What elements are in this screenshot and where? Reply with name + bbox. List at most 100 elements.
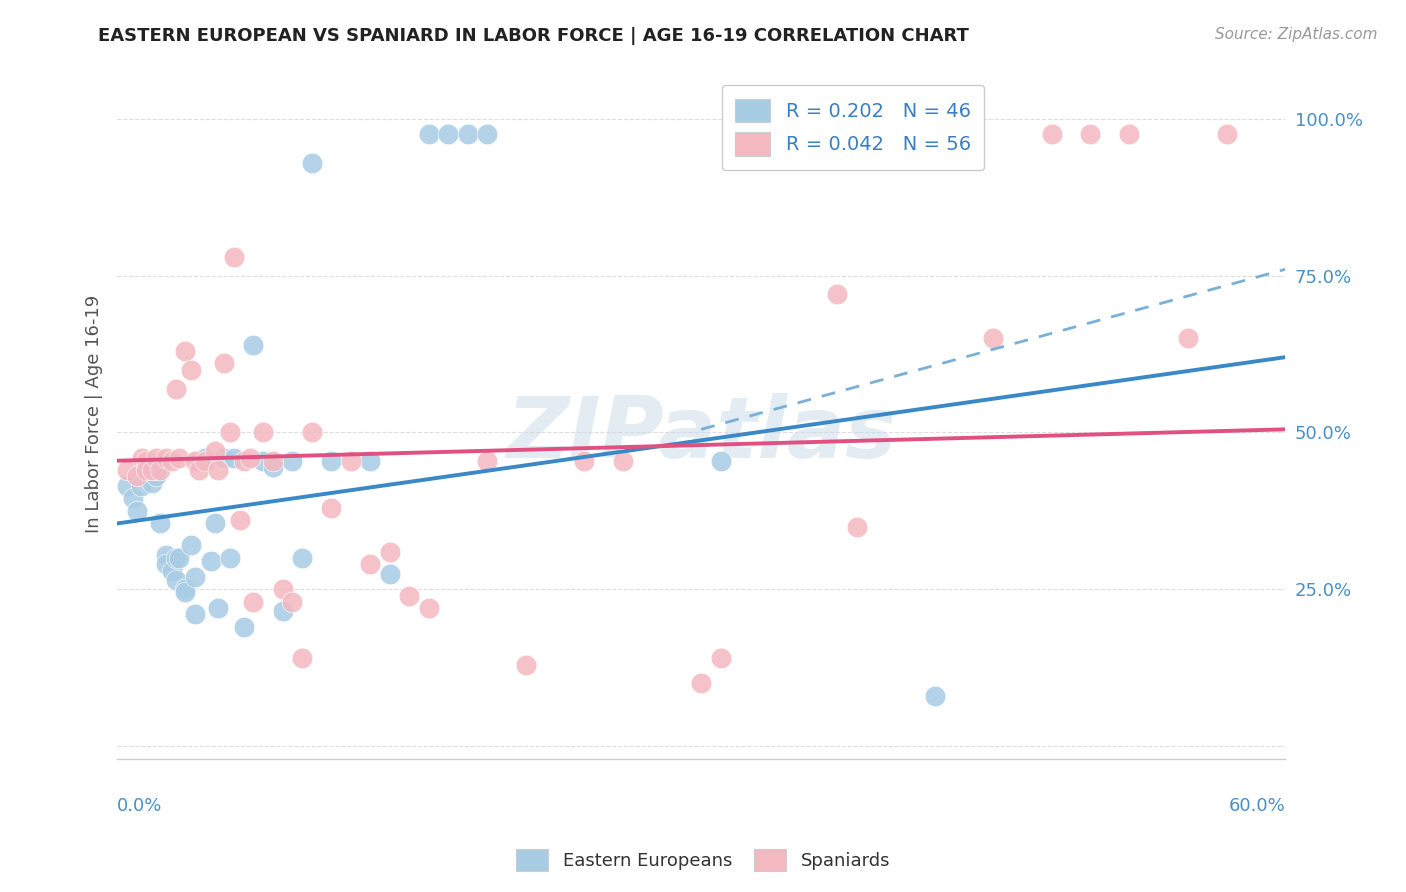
Point [219, 551, 242, 566]
Point [242, 337, 264, 351]
Point [125, 469, 148, 483]
Point [475, 128, 498, 142]
Point [141, 463, 163, 477]
Point [242, 595, 264, 609]
Point [204, 516, 226, 531]
Point [212, 450, 235, 465]
Point [115, 479, 138, 493]
Point [115, 463, 138, 477]
Point [262, 453, 284, 467]
Point [710, 651, 733, 665]
Point [690, 676, 713, 690]
Point [321, 500, 343, 515]
Point [981, 331, 1004, 345]
Point [141, 475, 163, 490]
Point [160, 564, 183, 578]
Point [155, 450, 177, 465]
Point [378, 566, 401, 581]
Point [149, 516, 172, 531]
Point [160, 453, 183, 467]
Point [200, 554, 222, 568]
Point [768, 128, 790, 142]
Point [418, 601, 440, 615]
Point [212, 356, 235, 370]
Legend: Eastern Europeans, Spaniards: Eastern Europeans, Spaniards [509, 842, 897, 879]
Point [184, 453, 207, 467]
Legend: R = 0.202   N = 46, R = 0.042   N = 56: R = 0.202 N = 46, R = 0.042 N = 56 [721, 85, 984, 169]
Point [845, 519, 868, 533]
Point [184, 607, 207, 622]
Point [398, 589, 420, 603]
Point [155, 558, 177, 572]
Point [207, 601, 229, 615]
Y-axis label: In Labor Force | Age 16-19: In Labor Force | Age 16-19 [86, 294, 103, 533]
Point [359, 453, 381, 467]
Point [229, 513, 252, 527]
Point [194, 453, 217, 467]
Point [281, 595, 304, 609]
Point [262, 460, 284, 475]
Point [1040, 128, 1063, 142]
Point [125, 504, 148, 518]
Point [187, 453, 209, 467]
Point [180, 538, 202, 552]
Point [291, 651, 314, 665]
Point [1177, 331, 1199, 345]
Point [827, 287, 849, 301]
Text: ZIPatlas: ZIPatlas [506, 392, 896, 475]
Point [165, 551, 187, 566]
Point [184, 570, 207, 584]
Point [135, 469, 157, 483]
Point [924, 689, 946, 703]
Point [271, 582, 294, 597]
Point [165, 573, 187, 587]
Point [574, 453, 596, 467]
Point [174, 582, 197, 597]
Text: 0.0%: 0.0% [117, 797, 163, 814]
Point [1080, 128, 1102, 142]
Point [129, 479, 152, 493]
Point [135, 463, 157, 477]
Point [135, 453, 157, 467]
Point [145, 469, 167, 483]
Point [271, 604, 294, 618]
Point [219, 425, 242, 440]
Point [475, 453, 498, 467]
Point [232, 620, 254, 634]
Point [131, 450, 153, 465]
Point [457, 128, 479, 142]
Point [1118, 128, 1140, 142]
Point [180, 362, 202, 376]
Point [222, 250, 245, 264]
Point [174, 343, 197, 358]
Point [135, 463, 157, 477]
Point [1216, 128, 1239, 142]
Point [165, 382, 187, 396]
Point [121, 491, 143, 506]
Point [301, 425, 323, 440]
Text: Source: ZipAtlas.com: Source: ZipAtlas.com [1215, 27, 1378, 42]
Point [207, 463, 229, 477]
Point [149, 463, 172, 477]
Point [187, 463, 209, 477]
Point [204, 444, 226, 458]
Point [418, 128, 440, 142]
Point [378, 545, 401, 559]
Text: EASTERN EUROPEAN VS SPANIARD IN LABOR FORCE | AGE 16-19 CORRELATION CHART: EASTERN EUROPEAN VS SPANIARD IN LABOR FO… [98, 27, 969, 45]
Point [339, 453, 361, 467]
Point [281, 453, 304, 467]
Point [232, 453, 254, 467]
Point [252, 453, 274, 467]
Point [222, 450, 245, 465]
Point [301, 155, 323, 169]
Point [437, 128, 460, 142]
Point [155, 548, 177, 562]
Point [904, 128, 927, 142]
Point [612, 453, 634, 467]
Point [169, 450, 191, 465]
Point [238, 450, 260, 465]
Point [710, 453, 733, 467]
Point [252, 425, 274, 440]
Point [515, 657, 537, 672]
Point [963, 128, 986, 142]
